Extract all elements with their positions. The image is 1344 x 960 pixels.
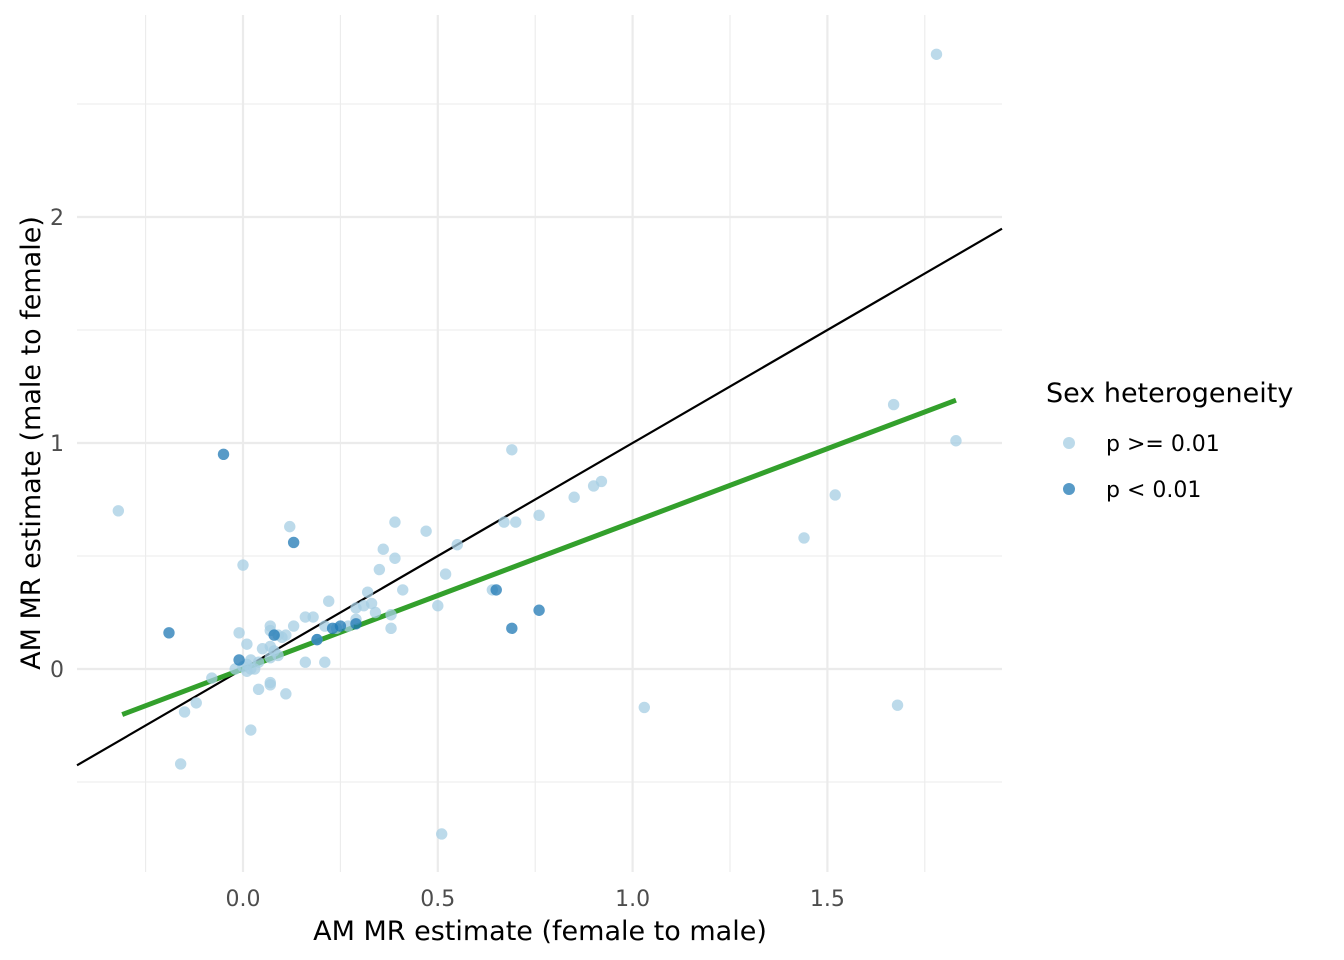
point-p-ge-0.01: [533, 509, 545, 522]
point-p-ge-0.01: [174, 758, 187, 770]
point-p-ge-0.01: [178, 706, 191, 718]
point-p-ge-0.01: [373, 563, 386, 576]
point-p-ge-0.01: [229, 663, 241, 675]
point-p-ge-0.01: [252, 683, 265, 696]
legend-title: Sex heterogeneity: [1046, 378, 1293, 409]
point-p-ge-0.01: [264, 679, 276, 691]
x-tick-label: 0.0: [226, 887, 261, 912]
point-p-ge-0.01: [420, 525, 432, 537]
point-p-ge-0.01: [389, 516, 401, 528]
point-p-ge-0.01: [930, 48, 943, 60]
point-p-ge-0.01: [891, 699, 904, 711]
y-tick-label: 0: [50, 658, 64, 683]
point-p-lt-0.01: [506, 622, 518, 635]
point-p-ge-0.01: [510, 516, 522, 528]
point-p-ge-0.01: [233, 627, 245, 639]
point-p-ge-0.01: [241, 665, 253, 677]
point-p-ge-0.01: [299, 656, 312, 668]
legend-swatch-p-ge-0.01: [1063, 437, 1075, 449]
point-p-ge-0.01: [798, 532, 810, 544]
legend-label-p-ge-0.01: p >= 0.01: [1106, 432, 1220, 457]
point-p-ge-0.01: [950, 435, 962, 447]
y-axis-ticks: 0 1 2: [50, 206, 64, 683]
point-p-ge-0.01: [451, 539, 463, 551]
identity-reference-line: [76, 227, 1003, 767]
point-p-ge-0.01: [280, 688, 292, 700]
point-p-ge-0.01: [435, 828, 448, 840]
data-points: [112, 48, 962, 840]
point-p-ge-0.01: [190, 697, 202, 709]
point-p-lt-0.01: [350, 618, 362, 630]
point-p-ge-0.01: [237, 559, 249, 571]
point-p-lt-0.01: [490, 584, 502, 596]
y-tick-label: 1: [50, 432, 64, 457]
point-p-ge-0.01: [245, 724, 257, 736]
x-tick-label: 1.5: [810, 887, 845, 912]
point-p-ge-0.01: [568, 491, 580, 503]
point-p-ge-0.01: [307, 611, 319, 623]
point-p-ge-0.01: [358, 600, 370, 612]
point-p-ge-0.01: [361, 586, 374, 598]
x-axis-ticks: 0.0 0.5 1.0 1.5: [226, 887, 845, 912]
point-p-lt-0.01: [311, 633, 323, 646]
x-tick-label: 1.0: [615, 887, 650, 912]
point-p-ge-0.01: [284, 520, 296, 533]
x-axis-title: AM MR estimate (female to male): [313, 916, 767, 947]
legend: Sex heterogeneity p >= 0.01 p < 0.01: [1046, 378, 1293, 503]
point-p-ge-0.01: [377, 543, 389, 555]
point-p-ge-0.01: [206, 672, 218, 684]
point-p-ge-0.01: [385, 609, 397, 621]
point-p-ge-0.01: [506, 444, 518, 456]
legend-label-p-lt-0.01: p < 0.01: [1106, 478, 1201, 503]
point-p-ge-0.01: [369, 606, 382, 619]
point-p-ge-0.01: [439, 568, 452, 580]
point-p-lt-0.01: [287, 536, 300, 549]
legend-swatch-p-lt-0.01: [1063, 483, 1075, 495]
point-p-lt-0.01: [163, 627, 175, 639]
grid-lines: [77, 15, 1002, 872]
point-p-ge-0.01: [887, 398, 900, 411]
point-p-ge-0.01: [241, 638, 253, 650]
point-p-ge-0.01: [587, 480, 600, 492]
point-p-ge-0.01: [319, 656, 331, 668]
point-p-ge-0.01: [323, 595, 335, 607]
point-p-ge-0.01: [112, 505, 125, 517]
point-p-ge-0.01: [385, 622, 397, 635]
point-p-ge-0.01: [389, 552, 401, 564]
point-p-ge-0.01: [287, 620, 300, 632]
point-p-lt-0.01: [533, 604, 545, 616]
point-p-ge-0.01: [397, 584, 409, 596]
y-tick-label: 2: [50, 206, 64, 231]
point-p-ge-0.01: [498, 516, 510, 528]
point-p-ge-0.01: [638, 701, 650, 714]
point-p-ge-0.01: [829, 489, 841, 501]
point-p-lt-0.01: [268, 629, 280, 641]
point-p-lt-0.01: [217, 448, 230, 460]
point-p-lt-0.01: [233, 654, 245, 666]
point-p-ge-0.01: [432, 600, 444, 612]
trend-lines: [76, 227, 1003, 767]
point-p-ge-0.01: [299, 611, 312, 623]
point-p-lt-0.01: [326, 622, 339, 635]
point-p-ge-0.01: [264, 652, 276, 664]
x-tick-label: 0.5: [420, 887, 455, 912]
y-axis-title: AM MR estimate (male to female): [16, 216, 47, 670]
